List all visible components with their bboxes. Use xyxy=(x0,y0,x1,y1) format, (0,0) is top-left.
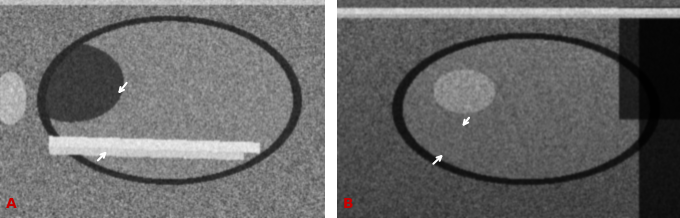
Text: A: A xyxy=(6,197,16,211)
Text: B: B xyxy=(343,197,354,211)
